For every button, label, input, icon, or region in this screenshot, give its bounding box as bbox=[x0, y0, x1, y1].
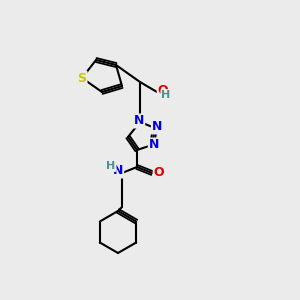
Text: N: N bbox=[152, 121, 162, 134]
Text: N: N bbox=[113, 164, 123, 178]
Text: H: H bbox=[161, 90, 171, 100]
Text: O: O bbox=[154, 166, 164, 178]
Text: N: N bbox=[149, 139, 159, 152]
Text: S: S bbox=[77, 71, 86, 85]
Text: O: O bbox=[158, 85, 168, 98]
Text: N: N bbox=[134, 115, 144, 128]
Text: H: H bbox=[106, 161, 116, 171]
